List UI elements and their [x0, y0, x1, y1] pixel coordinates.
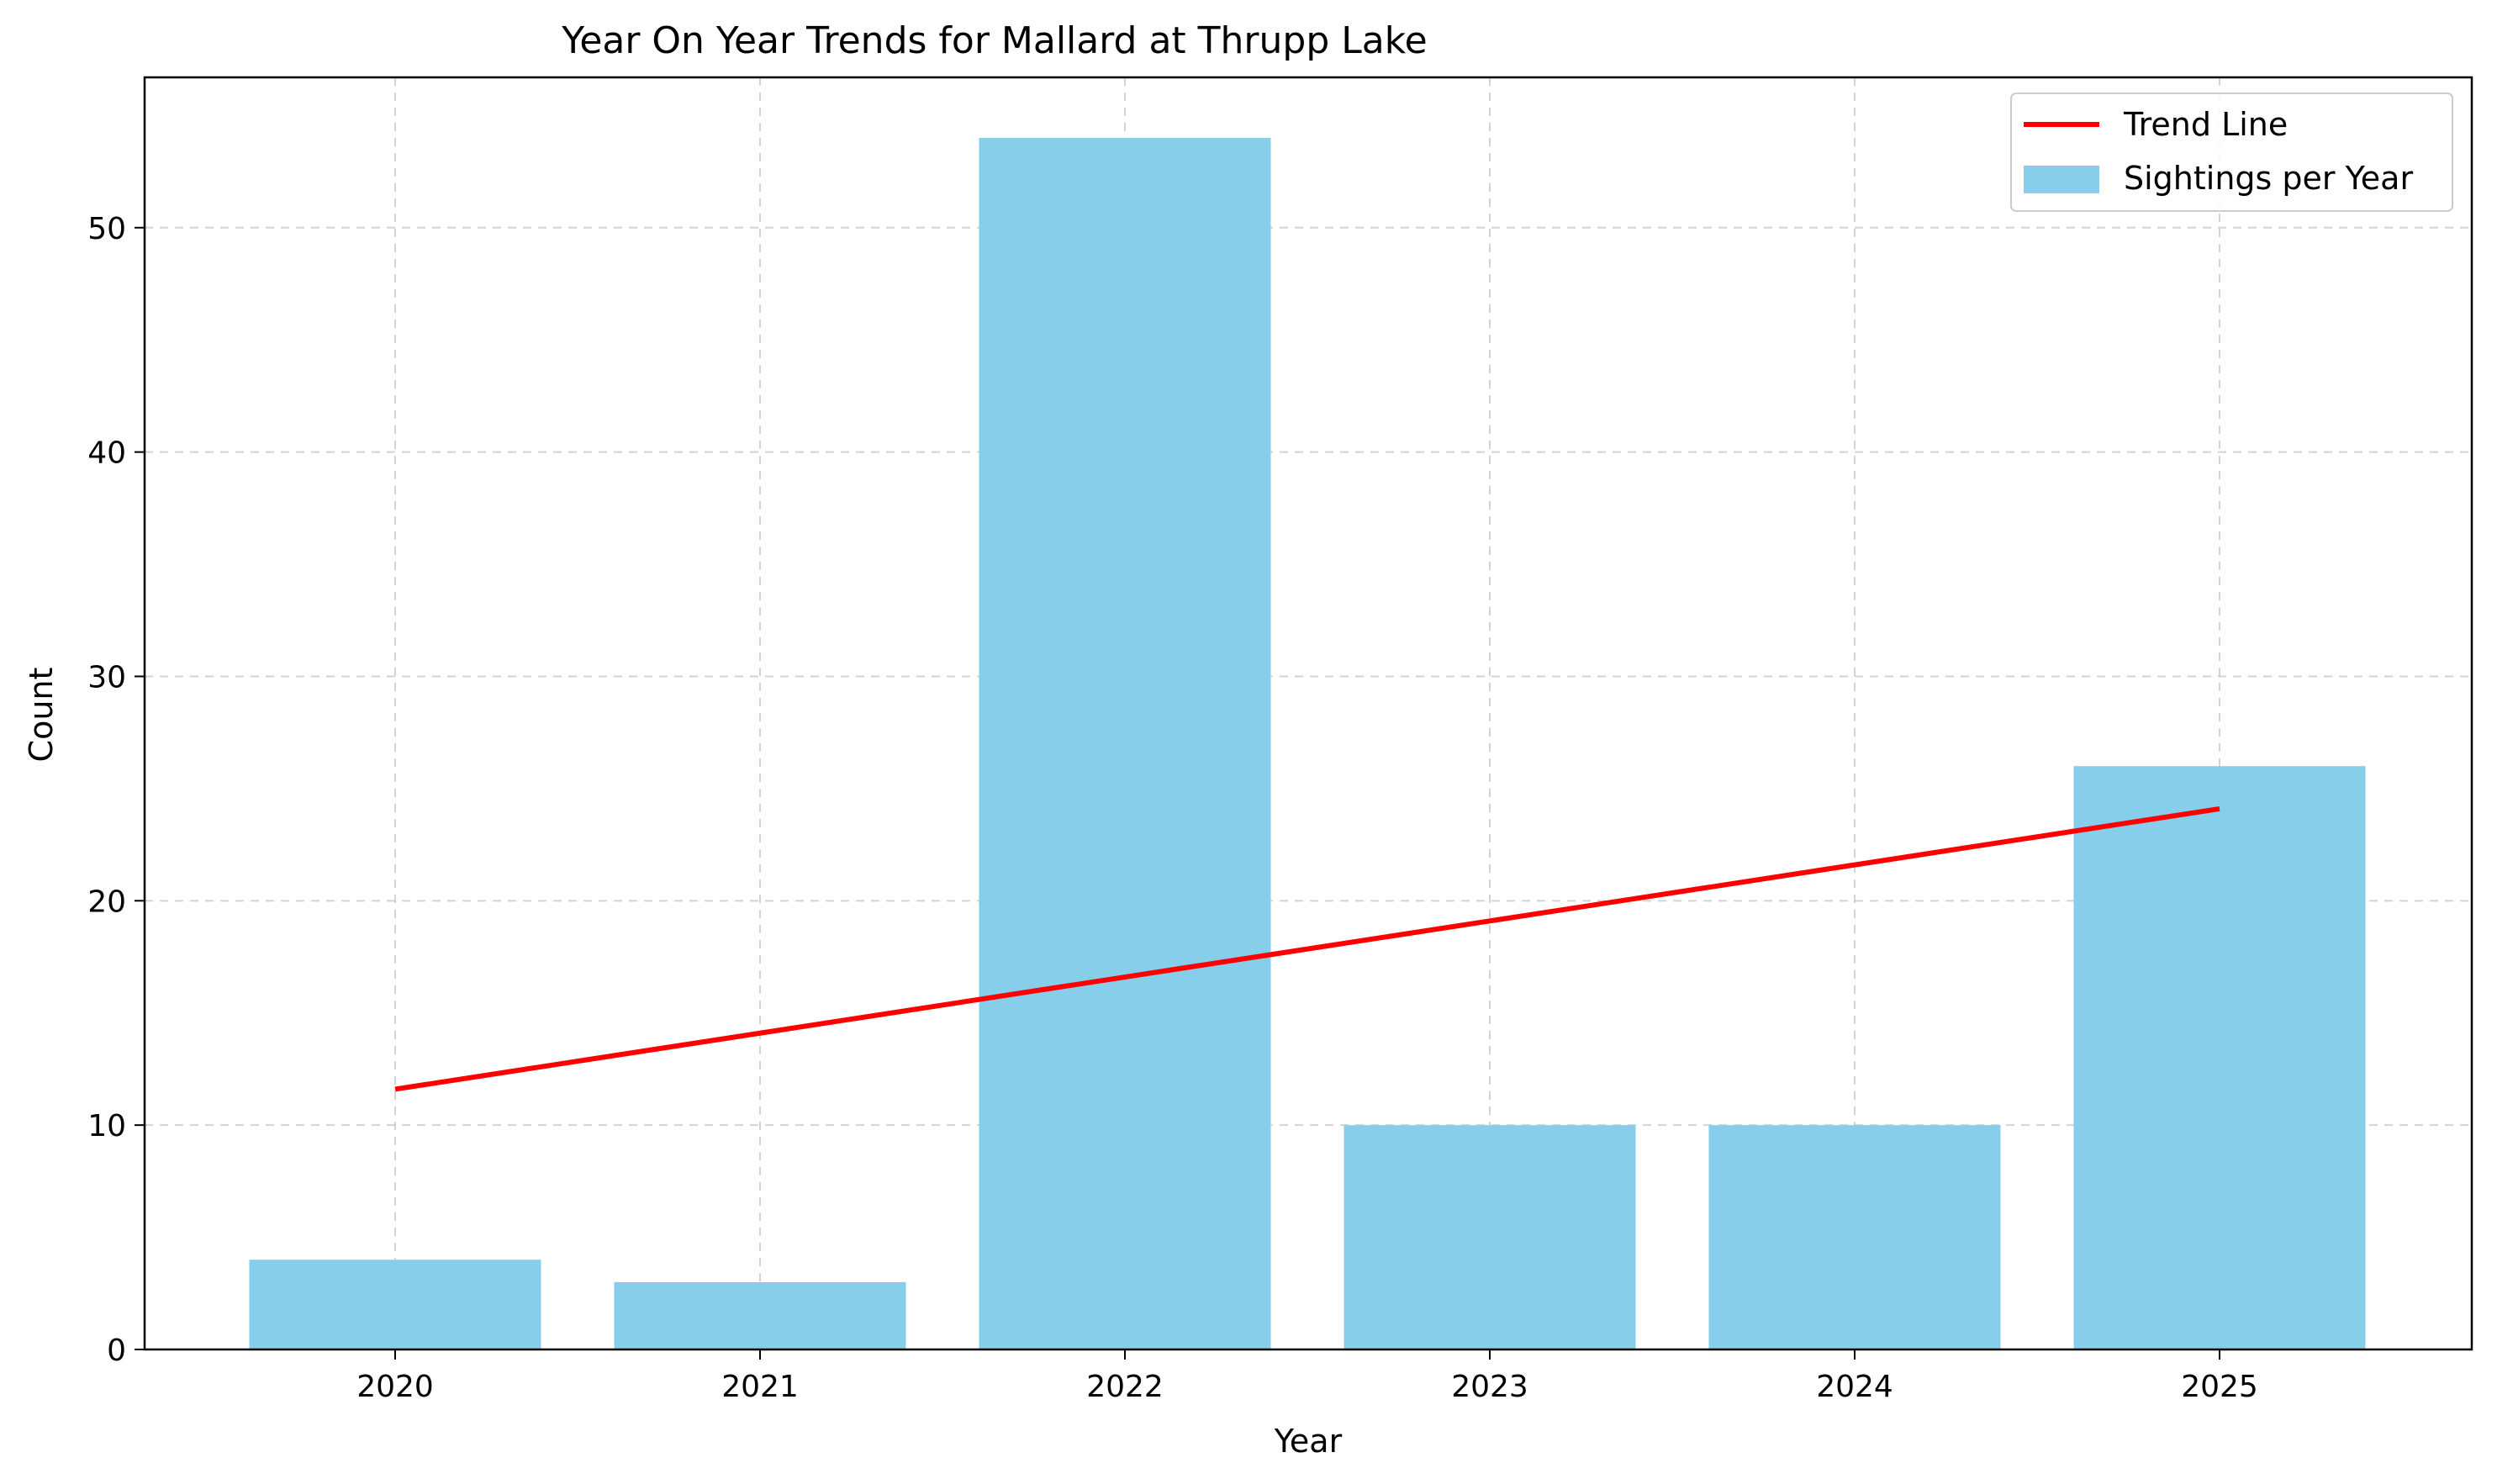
y-axis-label: Count	[23, 668, 60, 763]
x-axis: 2020 2021 2022 2023 2024 2025	[356, 1349, 2258, 1404]
x-tick-label: 2020	[356, 1370, 434, 1404]
x-tick-label: 2021	[721, 1370, 799, 1404]
legend-box	[2010, 92, 2453, 212]
x-tick-label: 2024	[1816, 1370, 1893, 1404]
legend-bar-swatch	[2024, 166, 2099, 193]
x-tick-label: 2023	[1451, 1370, 1528, 1404]
chart-title: Year On Year Trends for Mallard at Thrup…	[561, 19, 1427, 62]
y-tick-label: 40	[87, 436, 126, 471]
bar-2021	[614, 1281, 906, 1349]
bar-2022	[979, 138, 1271, 1350]
bar-2023	[1344, 1125, 1636, 1349]
bar-2020	[249, 1260, 541, 1349]
bar-2024	[1708, 1125, 2001, 1349]
trend-line-layer	[394, 805, 2220, 1092]
x-tick-label: 2022	[1086, 1370, 1164, 1404]
y-tick-label: 20	[87, 885, 126, 919]
legend-bar-label: Sightings per Year	[2124, 160, 2413, 197]
legend: Trend Line Sightings per Year	[2010, 92, 2453, 212]
bar-2025	[2073, 766, 2366, 1349]
y-tick-label: 0	[107, 1333, 126, 1368]
trend-line	[394, 805, 2220, 1092]
bars	[249, 138, 2366, 1350]
legend-trend-label: Trend Line	[2123, 106, 2288, 143]
y-tick-label: 50	[87, 212, 126, 246]
y-tick-label: 10	[87, 1109, 126, 1143]
x-tick-label: 2025	[2181, 1370, 2258, 1404]
y-axis: 0 10 20 30 40 50	[87, 212, 145, 1368]
x-axis-label: Year	[1274, 1423, 1343, 1460]
y-tick-label: 30	[87, 660, 126, 694]
plot-frame	[143, 76, 2473, 1351]
